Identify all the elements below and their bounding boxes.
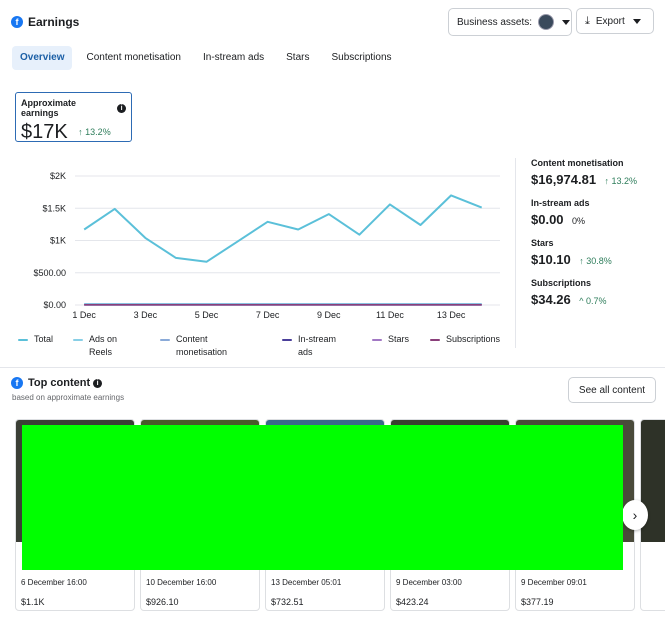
redacted-region: [22, 425, 623, 570]
business-assets-dropdown[interactable]: Business assets:: [448, 8, 572, 36]
business-assets-label: Business assets:: [457, 16, 533, 28]
metric-label: Content monetisation: [531, 158, 624, 168]
see-all-content-button[interactable]: See all content: [568, 377, 656, 403]
metric-change: ^ 0.7%: [579, 296, 607, 306]
legend-label: Ads on Reels: [89, 334, 118, 357]
metric-change: 0%: [572, 216, 586, 226]
card-earnings: $1.1K: [21, 597, 45, 607]
metric-stars: Stars $10.10 ↑ 30.8%: [531, 238, 661, 269]
x-tick-label: 1 Dec: [72, 310, 96, 320]
card-time: 13 December 05:01: [271, 578, 342, 587]
carousel-next-button[interactable]: ›: [622, 500, 648, 530]
chevron-down-icon: [632, 18, 641, 24]
info-icon[interactable]: i: [117, 103, 126, 113]
card-earnings: $732.51: [271, 597, 304, 607]
export-button[interactable]: ⤓ Export: [576, 8, 654, 34]
metric-content-monetisation: Content monetisation $16,974.81 ↑ 13.2%: [531, 158, 661, 189]
legend-item-subscriptions[interactable]: Subscriptions: [430, 333, 500, 346]
x-tick-label: 3 Dec: [134, 310, 158, 320]
top-content-title: Top content: [28, 377, 91, 389]
legend-item-total[interactable]: Total: [18, 333, 53, 346]
vertical-divider: [515, 158, 516, 348]
legend-item-content-monetisation[interactable]: Content monetisation: [160, 333, 250, 359]
legend-swatch: [430, 339, 440, 341]
card-time: 9 December 03:00: [396, 578, 462, 587]
facebook-icon: f: [11, 16, 23, 28]
legend-swatch: [282, 339, 292, 341]
card-time: 6 December 16:00: [21, 578, 87, 587]
legend-swatch: [372, 339, 382, 341]
x-tick-label: 11 Dec: [376, 310, 404, 320]
metric-value: $34.26: [531, 292, 571, 307]
chart-legend: Total Ads on Reels Content monetisation …: [18, 333, 508, 363]
summary-change: ↑ 13.2%: [78, 127, 111, 137]
y-tick-label: $0.00: [43, 300, 66, 310]
top-content-subtitle: based on approximate earnings: [12, 393, 125, 402]
y-tick-label: $1K: [50, 236, 66, 246]
legend-swatch: [73, 339, 83, 341]
legend-label: Total: [34, 334, 54, 344]
card-time: 9 December 09:01: [521, 578, 587, 587]
x-tick-label: 13 Dec: [437, 310, 466, 320]
summary-value-row: $17K ↑ 13.2%: [21, 118, 126, 144]
top-content-title-row: Top content i: [28, 377, 103, 389]
chevron-down-icon: [562, 19, 571, 25]
export-label: Export: [595, 15, 625, 27]
tab-bar: Overview Content monetisation In-stream …: [12, 46, 406, 72]
card-earnings: $926.10: [146, 597, 179, 607]
metric-value: $16,974.81: [531, 172, 597, 187]
legend-label: Content monetisation: [176, 334, 228, 357]
tab-stars[interactable]: Stars: [286, 52, 310, 63]
metric-subscriptions: Subscriptions $34.26 ^ 0.7%: [531, 278, 661, 309]
earnings-line-chart: $2K $1.5K $1K $500.00 $0.00 1 Dec 3 Dec 5 Dec 7 …: [33, 171, 500, 320]
card-earnings: $423.24: [396, 597, 429, 607]
x-tick-label: 5 Dec: [195, 310, 219, 320]
tab-overview[interactable]: Overview: [12, 46, 73, 70]
y-tick-label: $2K: [50, 171, 66, 181]
summary-label: Approximate earnings: [21, 98, 77, 118]
metric-value: $10.10: [531, 252, 571, 267]
summary-label-row: Approximate earnings i: [21, 98, 126, 118]
metric-label: Subscriptions: [531, 278, 592, 288]
metrics-panel: Content monetisation $16,974.81 ↑ 13.2% …: [531, 158, 661, 318]
approximate-earnings-card[interactable]: Approximate earnings i $17K ↑ 13.2%: [15, 92, 132, 144]
legend-item-ads-on-reels[interactable]: Ads on Reels: [73, 333, 133, 359]
summary-value: $17K: [21, 121, 68, 143]
legend-label: Subscriptions: [446, 334, 501, 344]
legend-label: In-stream ads: [298, 334, 337, 357]
facebook-icon: f: [11, 377, 23, 389]
legend-item-in-stream-ads[interactable]: In-stream ads: [282, 333, 352, 359]
metric-in-stream-ads: In-stream ads $0.00 0%: [531, 198, 661, 229]
metric-change: ↑ 13.2%: [604, 176, 638, 186]
page-title: Earnings: [28, 15, 80, 29]
x-tick-label: 7 Dec: [256, 310, 280, 320]
metric-label: In-stream ads: [531, 198, 590, 208]
legend-label: Stars: [388, 334, 410, 344]
y-tick-label: $1.5K: [42, 203, 66, 213]
chevron-right-icon: ›: [632, 507, 638, 523]
legend-swatch: [18, 339, 28, 341]
series-line-total: [83, 194, 483, 263]
download-icon: ⤓: [585, 14, 590, 27]
metric-change: ↑ 30.8%: [579, 256, 612, 266]
metric-value: $0.00: [531, 212, 564, 227]
info-icon[interactable]: i: [93, 378, 103, 388]
tab-content-monetisation[interactable]: Content monetisation: [86, 52, 181, 63]
card-time: 10 December 16:00: [146, 578, 217, 587]
tab-subscriptions[interactable]: Subscriptions: [331, 52, 392, 63]
page-header: f Earnings Business assets: ⤓ Export: [0, 0, 665, 44]
legend-swatch: [160, 339, 170, 341]
legend-item-stars[interactable]: Stars: [372, 333, 409, 346]
x-tick-label: 9 Dec: [317, 310, 341, 320]
y-tick-label: $500.00: [33, 268, 66, 278]
tab-in-stream-ads[interactable]: In-stream ads: [203, 52, 265, 63]
avatar: [538, 14, 555, 30]
earnings-chart: $2K $1.5K $1K $500.00 $0.00 1 Dec 3 Dec 5 Dec 7 …: [0, 160, 505, 360]
metric-label: Stars: [531, 238, 554, 248]
card-earnings: $377.19: [521, 597, 554, 607]
section-divider: [0, 367, 665, 368]
